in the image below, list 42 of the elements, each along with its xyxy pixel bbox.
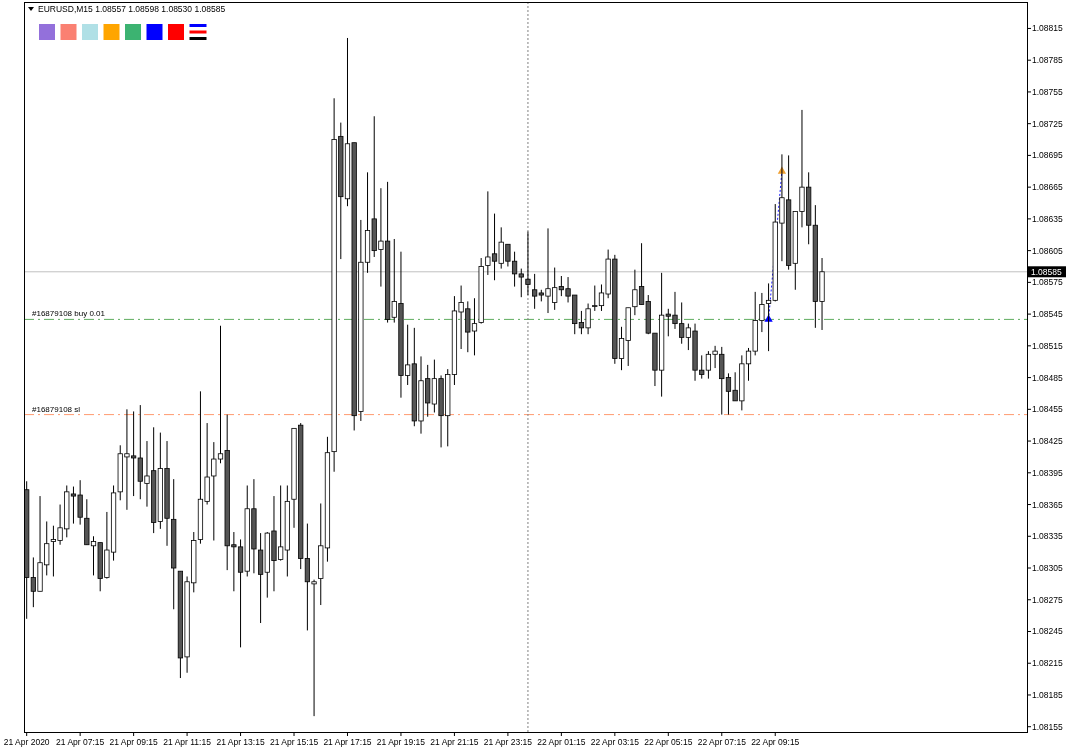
x-tick-label: 22 Apr 03:15 xyxy=(590,737,640,747)
x-tick-label: 21 Apr 17:15 xyxy=(323,737,372,747)
x-tick-label: 21 Apr 19:15 xyxy=(376,737,426,747)
x-tick-label: 21 Apr 15:15 xyxy=(269,737,319,747)
y-tick-label: 1.08515 xyxy=(1032,340,1063,351)
x-tick-label: 21 Apr 11:15 xyxy=(163,737,212,747)
x-tick-label: 21 Apr 07:15 xyxy=(56,737,105,747)
y-tick-label: 1.08575 xyxy=(1032,277,1063,288)
y-tick-label: 1.08695 xyxy=(1032,150,1063,161)
y-tick-label: 1.08275 xyxy=(1032,594,1063,605)
y-tick-label: 1.08185 xyxy=(1032,689,1063,700)
x-tick-label: 21 Apr 23:15 xyxy=(483,737,533,747)
ref-line-label: #16879108 buy 0.01 xyxy=(32,309,106,319)
y-tick-label: 1.08155 xyxy=(1032,721,1063,732)
y-tick-label: 1.08425 xyxy=(1032,436,1063,447)
y-tick-label: 1.08245 xyxy=(1032,626,1063,637)
chart-title: EURUSD,M15 1.08557 1.08598 1.08530 1.08585 xyxy=(38,4,226,14)
x-tick-label: 22 Apr 05:15 xyxy=(644,737,693,747)
y-tick-label: 1.08635 xyxy=(1032,213,1063,224)
y-tick-label: 1.08455 xyxy=(1032,404,1063,415)
y-tick-label: 1.08785 xyxy=(1032,55,1063,66)
x-tick-label: 21 Apr 09:15 xyxy=(109,737,158,747)
y-tick-label: 1.08215 xyxy=(1032,658,1063,669)
y-tick-label: 1.08545 xyxy=(1032,309,1063,320)
x-tick-label: 22 Apr 07:15 xyxy=(697,737,747,747)
y-tick-label: 1.08605 xyxy=(1032,245,1063,256)
ref-line-label: #16879108 sl xyxy=(32,404,81,414)
x-tick-label: 21 Apr 21:15 xyxy=(430,737,479,747)
y-tick-label: 1.08755 xyxy=(1032,86,1063,97)
ref-line-label: 1.08585 xyxy=(1031,266,1062,277)
y-tick-label: 1.08395 xyxy=(1032,467,1063,478)
x-tick-label: 21 Apr 13:15 xyxy=(216,737,265,747)
y-tick-label: 1.08725 xyxy=(1032,118,1063,129)
x-tick-label: 22 Apr 09:15 xyxy=(751,737,800,747)
x-tick-label: 22 Apr 01:15 xyxy=(537,737,586,747)
y-tick-label: 1.08665 xyxy=(1032,182,1063,193)
y-tick-label: 1.08305 xyxy=(1032,563,1063,574)
x-tick-label: 21 Apr 2020 xyxy=(3,737,50,747)
y-tick-label: 1.08815 xyxy=(1032,23,1063,34)
y-tick-label: 1.08335 xyxy=(1032,531,1063,542)
y-tick-label: 1.08365 xyxy=(1032,499,1063,510)
y-tick-label: 1.08485 xyxy=(1032,372,1063,383)
